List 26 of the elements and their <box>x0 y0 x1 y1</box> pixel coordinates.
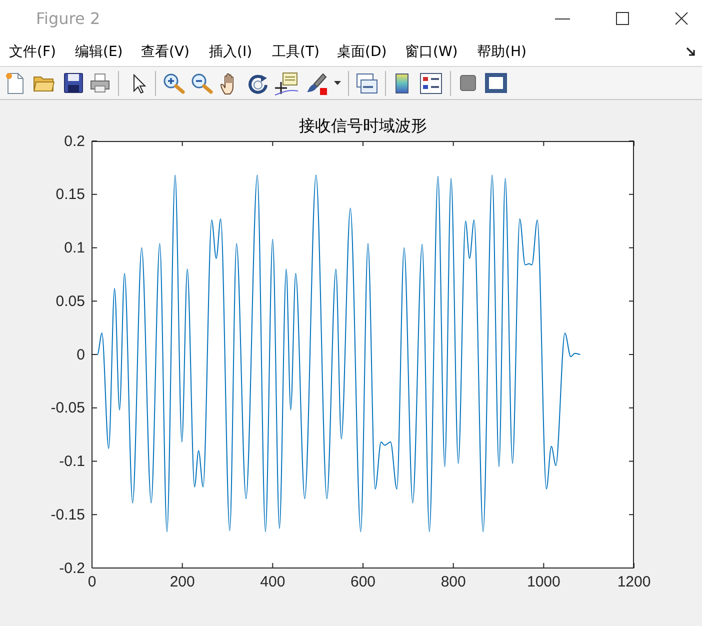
x-tick-label: 1000 <box>526 574 560 591</box>
y-tick-label: -0.1 <box>59 453 85 470</box>
text: 文件(F) <box>9 43 56 61</box>
y-tick-label: 0.05 <box>56 292 85 310</box>
text: 编辑(E) <box>75 43 123 61</box>
text: 窗口(W) <box>405 43 458 61</box>
text: 桌面(D) <box>337 43 387 61</box>
x-tick-label: 0 <box>88 574 96 591</box>
caption: Figure 2 <box>36 9 100 28</box>
text: 帮助(H) <box>477 43 526 61</box>
x-tick-label: 400 <box>260 574 286 591</box>
y-tick-label: 0.15 <box>56 186 85 204</box>
y-tick-label: 0 <box>76 346 85 364</box>
text: 查看(V) <box>141 43 190 61</box>
x-tick-label: 600 <box>350 574 376 591</box>
y-tick-label: -0.15 <box>50 506 85 524</box>
y-tick-label: 0.1 <box>64 240 85 257</box>
y-tick-label: -0.05 <box>50 400 85 417</box>
chart-title: 接收信号时域波形 <box>299 116 427 135</box>
text: 工具(T) <box>272 43 320 61</box>
x-tick-label: 800 <box>440 574 466 591</box>
x-tick-label: 1200 <box>617 574 651 591</box>
y-tick-label: -0.2 <box>59 560 85 577</box>
text: 插入(I) <box>209 43 252 61</box>
x-tick-label: 200 <box>170 574 195 591</box>
y-tick-label: 0.2 <box>64 132 85 150</box>
